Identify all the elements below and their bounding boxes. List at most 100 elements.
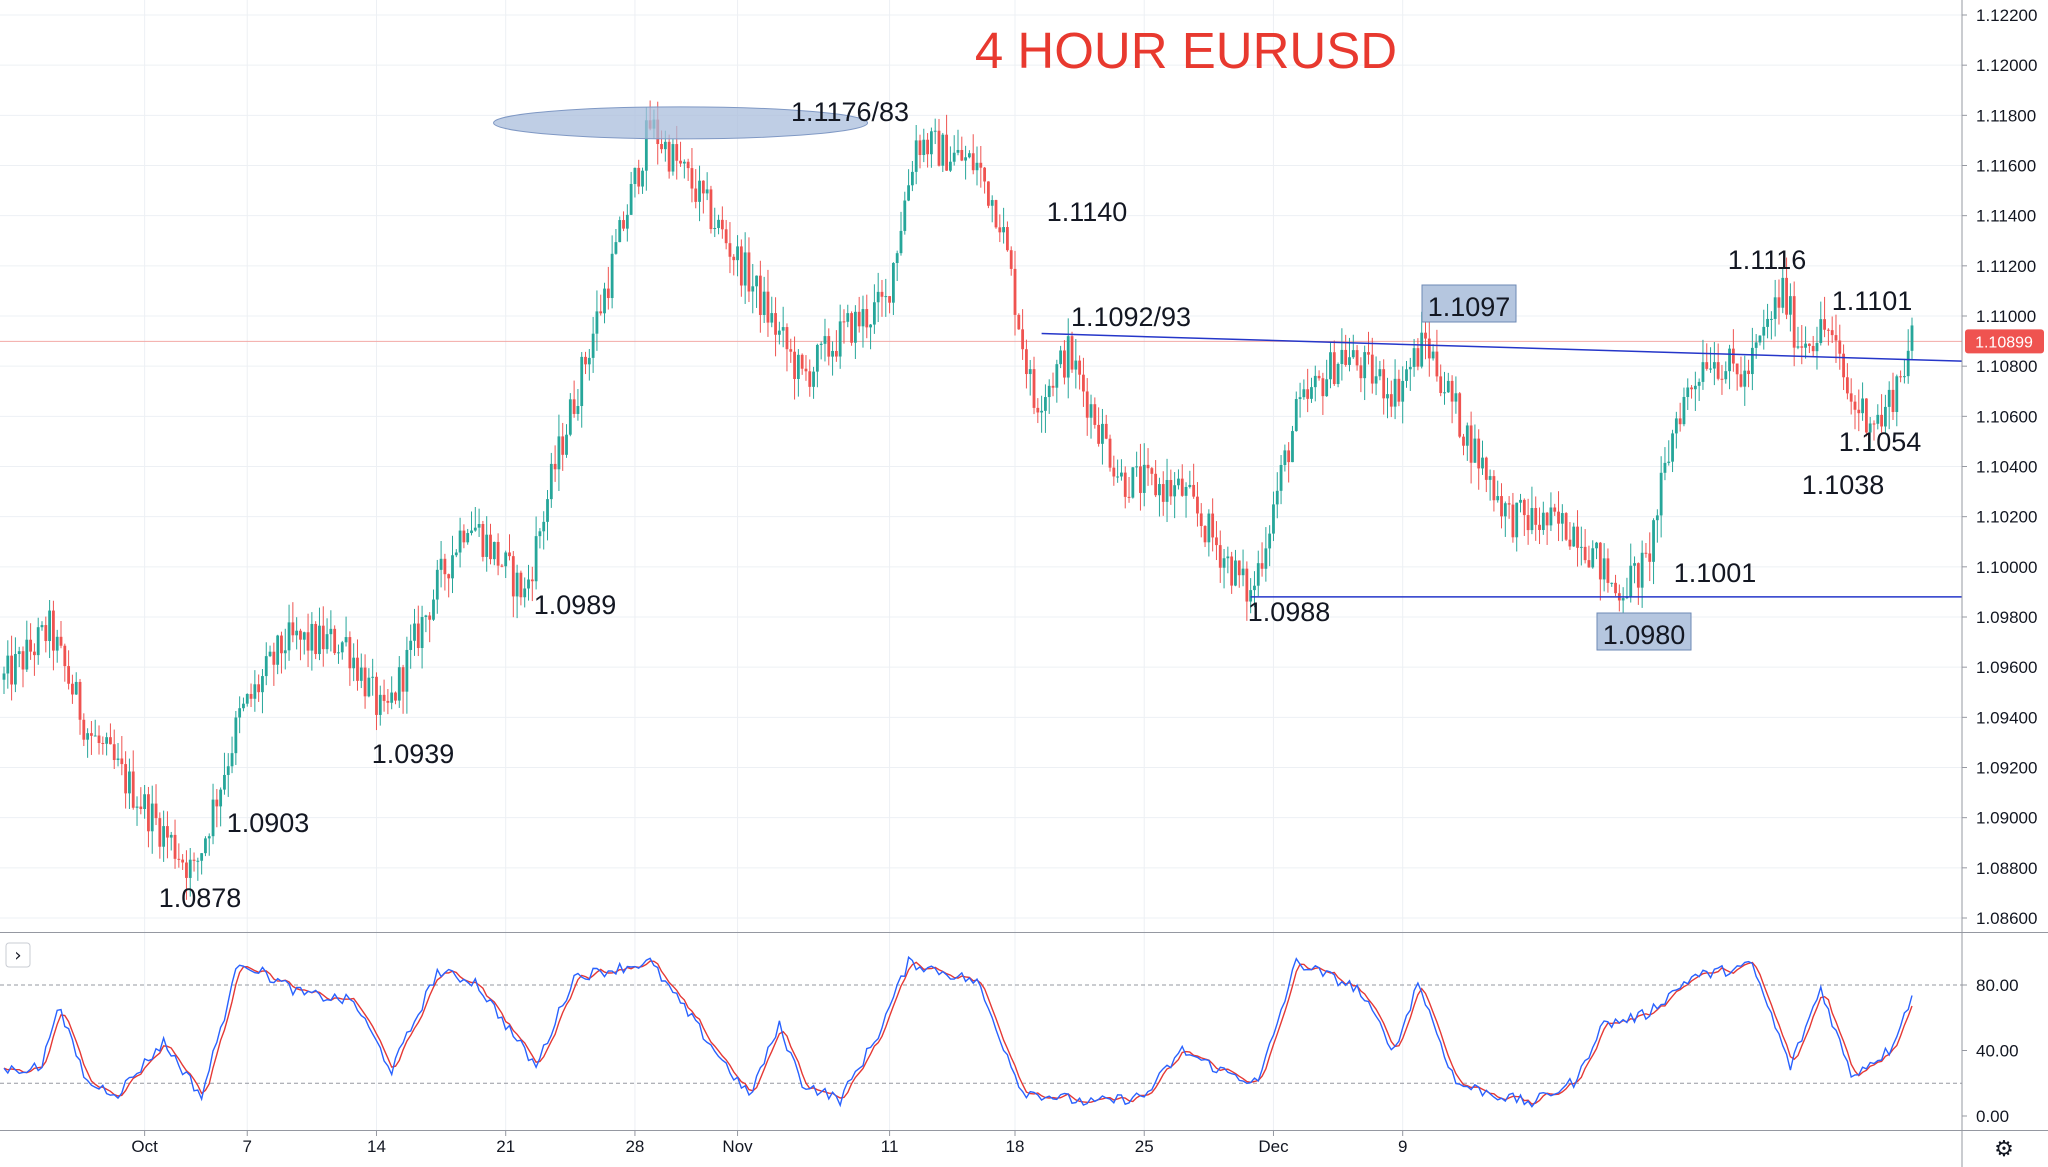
expand-button[interactable]: › (5, 942, 31, 968)
candle-body (1237, 560, 1241, 576)
candle-body (907, 185, 910, 201)
candle-body (1256, 563, 1260, 586)
candle-body (1834, 335, 1838, 341)
settings-gear-icon[interactable]: ⚙ (1994, 1137, 2014, 1162)
candle-body (1788, 296, 1792, 315)
oscillator-axis[interactable]: 80.00 40.00 0.00 (1962, 976, 2019, 1126)
candle-body (1526, 515, 1530, 531)
candle-body (1807, 343, 1811, 346)
price-axis[interactable]: 1.12200 1.12000 1.11800 1.11600 1.11400 1.112… (1962, 6, 2037, 928)
candle-body (363, 667, 367, 697)
candle-body (306, 632, 310, 651)
candle-body (454, 552, 458, 556)
candle-body (956, 149, 960, 153)
candle-body (1902, 376, 1906, 378)
candle-body (1614, 582, 1617, 594)
candle-body (356, 657, 359, 681)
candle-body (264, 656, 268, 677)
candle-body (580, 356, 584, 407)
candle-body (1693, 385, 1697, 390)
candle-body (534, 536, 538, 582)
candle-body (1241, 568, 1245, 576)
annotation-label: 1.0939 (372, 739, 455, 769)
candle-body (964, 157, 968, 161)
candle-body (1891, 389, 1895, 413)
candle-body (709, 189, 713, 230)
candle-body (762, 291, 766, 315)
candle-body (1085, 391, 1089, 418)
candle-body (1762, 326, 1766, 336)
candle-body (739, 246, 743, 286)
last-price-tag: 1.10899 (1965, 329, 2044, 354)
candle-body (1910, 325, 1914, 351)
candle-body (1743, 370, 1747, 387)
candle-body (1275, 490, 1279, 505)
candle-body (975, 162, 979, 171)
candle-body (1405, 369, 1408, 381)
candle-body (238, 708, 242, 718)
price-tick-label: 1.10400 (1976, 458, 2037, 477)
candle-body (1659, 472, 1663, 516)
candle-body (207, 836, 211, 839)
candle-body (295, 630, 299, 636)
candle-body (1203, 526, 1207, 543)
expand-button-bg[interactable] (5, 942, 31, 968)
candle-body (1674, 418, 1678, 434)
candle-body (1074, 360, 1078, 370)
date-tick-label: 25 (1135, 1137, 1154, 1156)
candle-body (1431, 351, 1435, 359)
candle-body (177, 858, 181, 860)
candle-body (637, 167, 641, 187)
candle-body (14, 654, 17, 685)
candle-body (572, 399, 576, 414)
candle-body (899, 230, 903, 254)
candle-body (1245, 568, 1249, 602)
candle-body (492, 541, 496, 560)
candle-body (671, 144, 675, 172)
candle-body (812, 371, 815, 387)
candle-body (211, 799, 215, 837)
osc-tick-label: 40.00 (1976, 1042, 2019, 1061)
candle-body (511, 556, 515, 597)
price-tick-label: 1.11400 (1976, 207, 2036, 226)
candle-body (1469, 425, 1473, 463)
last-price-tag-bg (1965, 329, 2044, 354)
candle-body (1313, 375, 1317, 388)
candle-body (1629, 565, 1633, 597)
candle-body (796, 354, 800, 379)
candle-body (1131, 467, 1135, 498)
candle-body (1435, 351, 1439, 377)
candle-body (1363, 352, 1367, 379)
candle-body (1025, 349, 1028, 375)
date-axis[interactable]: Oct 7 14 21 28 Nov 11 18 25 Dec 9 (131, 1131, 1407, 1156)
candle-body (1028, 369, 1032, 375)
candle-body (272, 651, 276, 665)
candle-body (994, 200, 998, 228)
candle-body (428, 615, 432, 620)
candle-body (1621, 598, 1625, 601)
candle-body (618, 220, 622, 243)
candle-body (1853, 401, 1857, 410)
candle-body (1218, 545, 1222, 568)
candle-body (1553, 507, 1557, 512)
candle-body (1769, 318, 1773, 320)
candle-body (375, 676, 378, 715)
annotation-label: 1.1092/93 (1071, 302, 1191, 332)
trendline-resistance[interactable] (1041, 332, 1963, 362)
candle-body (97, 735, 101, 744)
candle-body (1032, 369, 1036, 408)
price-tick-label: 1.09600 (1976, 658, 2037, 677)
candle-body (781, 327, 785, 331)
candle-body (1838, 340, 1842, 354)
candle-body (1595, 542, 1598, 549)
candle-body (1051, 385, 1055, 388)
candle-body (1766, 318, 1769, 327)
candle-body (1078, 360, 1082, 375)
candle-body (1070, 336, 1074, 370)
candle-body (1382, 369, 1386, 399)
candle-body (1393, 378, 1397, 407)
trendlines[interactable] (1041, 332, 1963, 598)
candle-body (147, 794, 150, 832)
candle-body (1663, 462, 1667, 473)
